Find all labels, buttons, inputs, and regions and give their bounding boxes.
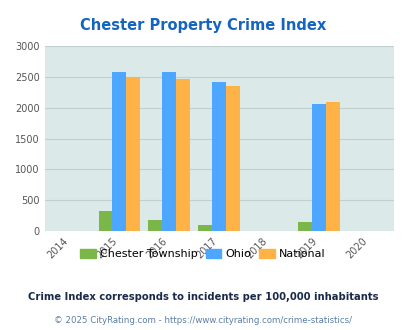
Text: Crime Index corresponds to incidents per 100,000 inhabitants: Crime Index corresponds to incidents per… [28, 292, 377, 302]
Bar [112, 72, 126, 231]
Bar [198, 225, 212, 231]
Bar [297, 222, 311, 231]
Bar [126, 77, 140, 231]
Text: Chester Property Crime Index: Chester Property Crime Index [80, 18, 325, 33]
Bar [162, 72, 176, 231]
Bar [148, 220, 162, 231]
Bar [176, 80, 190, 231]
Legend: Chester Township, Ohio, National: Chester Township, Ohio, National [75, 244, 330, 263]
Bar [226, 85, 240, 231]
Bar [311, 104, 325, 231]
Text: © 2025 CityRating.com - https://www.cityrating.com/crime-statistics/: © 2025 CityRating.com - https://www.city… [54, 316, 351, 325]
Bar [325, 102, 339, 231]
Bar [212, 82, 226, 231]
Bar [98, 211, 112, 231]
